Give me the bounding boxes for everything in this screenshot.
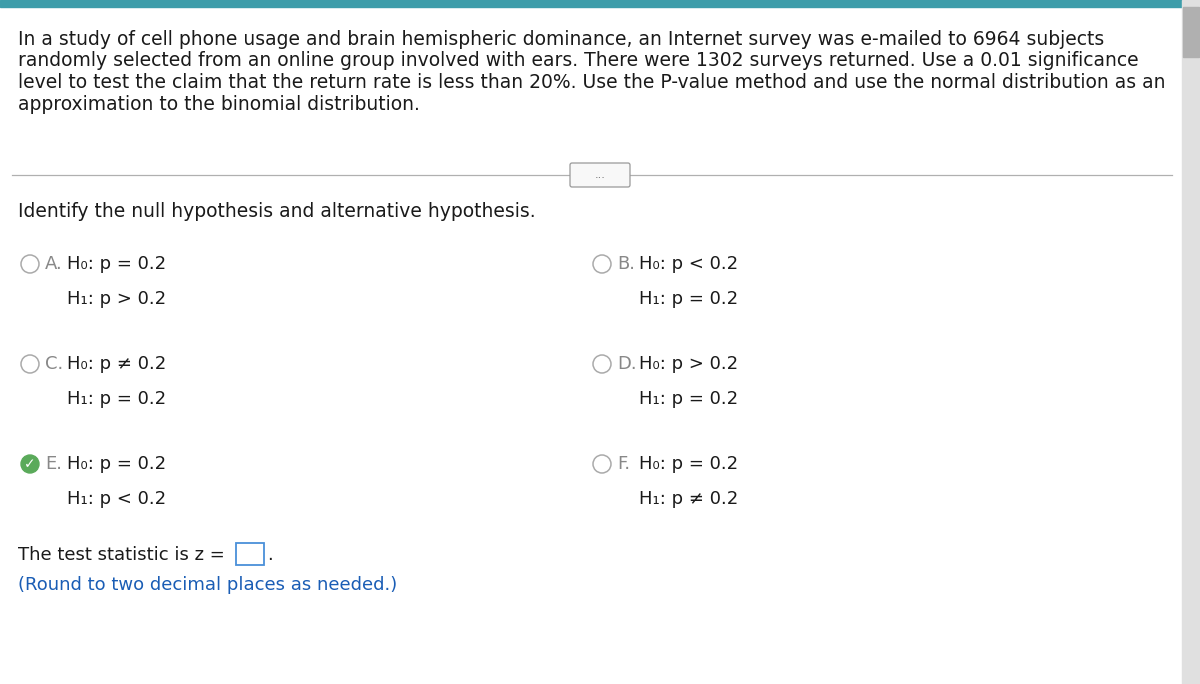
- Text: H₁: p > 0.2: H₁: p > 0.2: [67, 290, 166, 308]
- Circle shape: [22, 255, 38, 273]
- Text: (Round to two decimal places as needed.): (Round to two decimal places as needed.): [18, 576, 397, 594]
- Circle shape: [593, 455, 611, 473]
- Circle shape: [22, 355, 38, 373]
- Text: H₀: p = 0.2: H₀: p = 0.2: [67, 455, 166, 473]
- Text: H₁: p < 0.2: H₁: p < 0.2: [67, 490, 166, 508]
- Text: A.: A.: [46, 255, 62, 273]
- Text: The test statistic is z =: The test statistic is z =: [18, 546, 224, 564]
- Bar: [1183, 7, 1199, 57]
- Text: B.: B.: [617, 255, 635, 273]
- FancyBboxPatch shape: [236, 543, 264, 565]
- Text: H₀: p < 0.2: H₀: p < 0.2: [640, 255, 738, 273]
- Text: ...: ...: [594, 170, 606, 180]
- Text: approximation to the binomial distribution.: approximation to the binomial distributi…: [18, 94, 420, 114]
- FancyBboxPatch shape: [570, 163, 630, 187]
- Text: Identify the null hypothesis and alternative hypothesis.: Identify the null hypothesis and alterna…: [18, 202, 535, 221]
- Text: ✓: ✓: [24, 457, 36, 471]
- Text: H₀: p ≠ 0.2: H₀: p ≠ 0.2: [67, 355, 167, 373]
- Bar: [0, 0, 1200, 7]
- Text: H₁: p = 0.2: H₁: p = 0.2: [640, 390, 738, 408]
- Text: H₁: p = 0.2: H₁: p = 0.2: [640, 290, 738, 308]
- Circle shape: [593, 255, 611, 273]
- Text: H₁: p ≠ 0.2: H₁: p ≠ 0.2: [640, 490, 738, 508]
- Text: C.: C.: [46, 355, 64, 373]
- Text: D.: D.: [617, 355, 637, 373]
- Text: H₀: p = 0.2: H₀: p = 0.2: [640, 455, 738, 473]
- Text: H₁: p = 0.2: H₁: p = 0.2: [67, 390, 166, 408]
- Bar: [1182, 0, 1200, 684]
- Circle shape: [22, 455, 38, 473]
- Text: H₀: p > 0.2: H₀: p > 0.2: [640, 355, 738, 373]
- Circle shape: [593, 355, 611, 373]
- Text: F.: F.: [617, 455, 630, 473]
- Text: E.: E.: [46, 455, 62, 473]
- Text: .: .: [266, 546, 272, 564]
- Text: level to test the claim that the return rate is less than 20%. Use the P-value m: level to test the claim that the return …: [18, 73, 1165, 92]
- Text: randomly selected from an online group involved with ears. There were 1302 surve: randomly selected from an online group i…: [18, 51, 1139, 70]
- Text: In a study of cell phone usage and brain hemispheric dominance, an Internet surv: In a study of cell phone usage and brain…: [18, 30, 1104, 49]
- Text: H₀: p = 0.2: H₀: p = 0.2: [67, 255, 166, 273]
